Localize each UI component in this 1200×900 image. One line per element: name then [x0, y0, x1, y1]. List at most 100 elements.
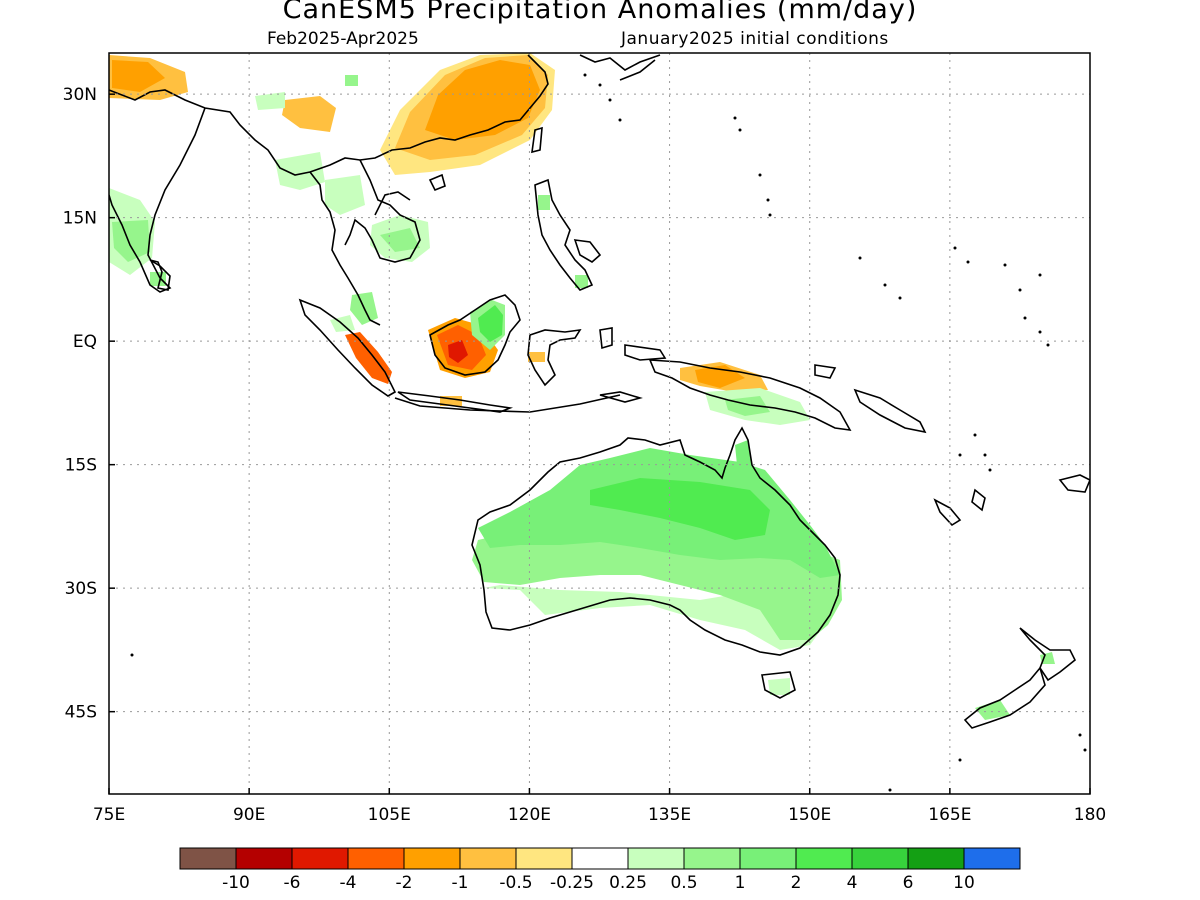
colorbar-label: -10 [222, 873, 250, 893]
anomaly-australia-core [590, 478, 770, 540]
x-tick-label: 75E [93, 805, 125, 825]
island-dot [618, 118, 622, 122]
x-tick-label: 135E [648, 805, 691, 825]
colorbar-swatch [627, 847, 685, 870]
y-tick-label: 30N [63, 85, 97, 105]
colorbar-label: 0.25 [609, 873, 647, 893]
island-dot [1023, 316, 1027, 320]
island-dot [768, 213, 772, 217]
colorbar-label: -6 [284, 873, 301, 893]
colorbar: -10 -6 -4 -2 -1 -0.5 -0.25 0.25 0.5 1 2 4 6 10 [179, 847, 1021, 893]
island-dot [958, 758, 962, 762]
colorbar-swatch [907, 847, 965, 870]
island-dot [898, 296, 902, 300]
island-dot [1083, 748, 1087, 752]
colorbar-swatch [739, 847, 797, 870]
island-dots [130, 73, 1087, 792]
anomaly-west-india-core [112, 220, 150, 262]
colorbar-swatch [235, 847, 293, 870]
anomaly-sumatra [345, 332, 392, 384]
colorbar-label: 4 [847, 873, 858, 893]
anomaly-cape-york [735, 440, 752, 475]
y-tick-label: 15N [63, 209, 97, 229]
x-tick-label: 165E [928, 805, 971, 825]
x-tick-label: 180 [1074, 805, 1106, 825]
island-dot [953, 246, 957, 250]
colorbar-swatch [571, 847, 629, 870]
island-dot [1078, 733, 1082, 737]
forecast-period: Feb2025-Apr2025 [267, 29, 419, 49]
initial-conditions: January2025 initial conditions [621, 29, 889, 49]
anomaly-tasmania [768, 678, 790, 695]
colorbar-swatch [515, 847, 573, 870]
colorbar-swatch [291, 847, 349, 870]
island-dot [966, 260, 970, 264]
anomaly-sulawesi [528, 352, 545, 362]
island-dot [608, 98, 612, 102]
island-dot [1038, 330, 1042, 334]
island-dot [1003, 263, 1007, 267]
anomaly-borneo-ne [478, 305, 503, 342]
x-tick-label: 90E [233, 805, 265, 825]
colorbar-label: 0.5 [670, 873, 697, 893]
x-tick-label: 120E [508, 805, 551, 825]
colorbar-label: -4 [340, 873, 357, 893]
anomaly-new-zealand [975, 700, 1010, 720]
colorbar-label: 2 [791, 873, 802, 893]
anomaly-south-china-core [425, 60, 540, 140]
anomaly-indochina-core [380, 228, 420, 252]
anomaly-tibet [282, 96, 336, 132]
island-dot [130, 653, 134, 657]
colorbar-label: -1 [452, 873, 469, 893]
anomaly-philippines [538, 195, 550, 210]
island-dot [888, 788, 892, 792]
island-dot [1046, 343, 1050, 347]
colorbar-label: 1 [735, 873, 746, 893]
colorbar-swatch [851, 847, 909, 870]
island-dot [988, 468, 992, 472]
island-dot [973, 433, 977, 437]
anomaly-tibet-green-2 [345, 75, 358, 86]
y-tick-label: 30S [65, 579, 97, 599]
island-dot [738, 128, 742, 132]
grid-lines [109, 53, 1090, 794]
colorbar-label: 6 [903, 873, 914, 893]
anomaly-png-south-core [725, 396, 770, 416]
island-dot [958, 453, 962, 457]
y-tick-label: EQ [73, 332, 97, 352]
island-dot [1038, 273, 1042, 277]
island-dot [758, 173, 762, 177]
island-dot [858, 256, 862, 260]
axes: 75E 90E 105E 120E 135E 150E 165E 180 30N 15N EQ 15S… [63, 85, 1107, 825]
colorbar-label: -2 [396, 873, 413, 893]
colorbar-swatch [459, 847, 517, 870]
anomaly-bangladesh [275, 152, 325, 190]
colorbar-swatch [403, 847, 461, 870]
colorbar-swatch [683, 847, 741, 870]
x-tick-label: 150E [788, 805, 831, 825]
anomaly-philippines-2 [575, 275, 588, 288]
colorbar-label: -0.5 [499, 873, 532, 893]
map-title: CanESM5 Precipitation Anomalies (mm/day) [282, 0, 918, 25]
colorbar-swatch [963, 847, 1021, 870]
colorbar-swatch [795, 847, 853, 870]
colorbar-label: 10 [953, 873, 975, 893]
colorbar-swatch [347, 847, 405, 870]
anomaly-northwest-india-core [112, 60, 165, 92]
colorbar-swatch [179, 847, 237, 870]
anomaly-borneo-core [448, 340, 468, 363]
y-tick-label: 45S [65, 703, 97, 723]
island-dot [1018, 288, 1022, 292]
anomaly-south-india [150, 272, 166, 286]
island-dot [733, 116, 737, 120]
colorbar-label: -0.25 [550, 873, 594, 893]
y-tick-label: 15S [65, 456, 97, 476]
island-dot [766, 198, 770, 202]
island-dot [883, 283, 887, 287]
anomaly-new-zealand-north [1040, 652, 1055, 664]
coastlines [109, 54, 1090, 729]
x-tick-label: 105E [368, 805, 411, 825]
anomaly-tibet-green [255, 92, 285, 110]
island-dot [583, 73, 587, 77]
